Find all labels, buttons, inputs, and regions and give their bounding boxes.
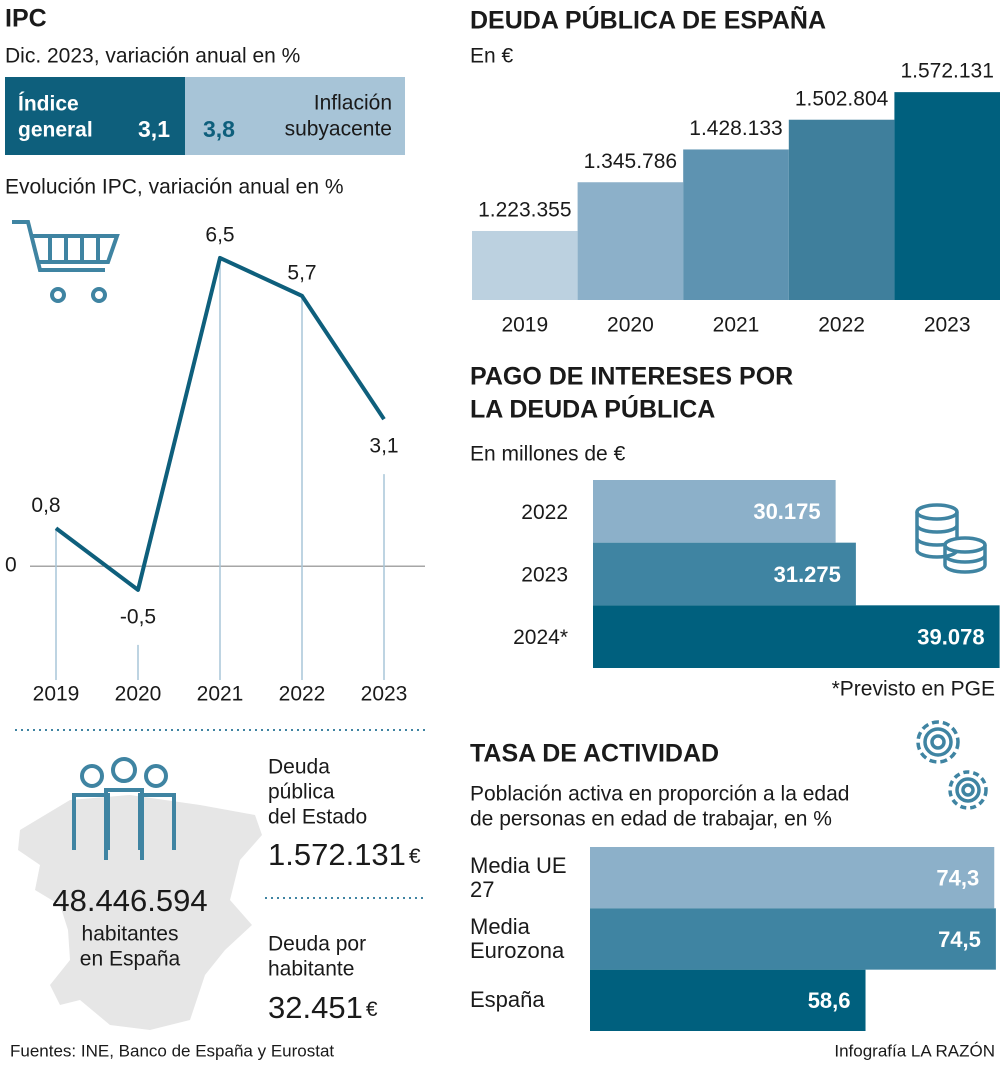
bar	[593, 605, 1000, 668]
people-icon	[72, 757, 176, 860]
bar	[683, 149, 789, 300]
box-label: Inflación	[314, 92, 392, 115]
bar	[788, 119, 895, 300]
x-tick-label: 2019	[501, 314, 548, 337]
population-label: en España	[80, 948, 181, 971]
note: *Previsto en PGE	[832, 678, 995, 701]
chart-title: LA DEUDA PÚBLICA	[470, 394, 715, 424]
bar	[593, 542, 856, 606]
gears-icon	[916, 720, 988, 810]
value-label: 5,7	[287, 261, 316, 284]
x-tick-label: 2020	[607, 314, 654, 337]
chart-subtitle: En €	[470, 45, 514, 68]
debt-number: 1.572.131	[268, 837, 406, 872]
category-label: España	[470, 987, 545, 1013]
per-capita-label: Deuda por	[268, 933, 366, 956]
box-value: 3,8	[203, 116, 235, 142]
x-tick-label: 2023	[924, 314, 971, 337]
value-label: 1.345.786	[584, 150, 677, 173]
x-tick-label: 2022	[279, 683, 326, 706]
credit: Infografía LA RAZÓN	[834, 1041, 995, 1060]
bar	[577, 182, 684, 300]
coins-icon	[915, 503, 987, 574]
chart-title: Evolución IPC, variación anual en %	[5, 176, 344, 199]
box-label: subyacente	[285, 118, 392, 141]
value-label: 0,8	[31, 494, 60, 517]
box-value: 3,1	[138, 116, 170, 142]
value-label: 1.572.131	[900, 60, 993, 83]
bar	[590, 847, 995, 909]
per-capita-number: 32.451	[268, 990, 363, 1025]
spain-map	[18, 795, 262, 1030]
debt-label: Deuda	[268, 756, 330, 779]
value-label: 6,5	[205, 223, 234, 246]
debt-label: del Estado	[268, 806, 367, 829]
source: Fuentes: INE, Banco de España y Eurostat	[10, 1041, 334, 1060]
chart-subtitle: de personas en edad de trabajar, en %	[470, 808, 832, 831]
value-label: 74,5	[938, 927, 981, 952]
population-label: habitantes	[82, 923, 179, 946]
value-label: 74,3	[936, 865, 979, 890]
category-label: 2022	[521, 501, 568, 524]
box-core	[185, 77, 405, 155]
box-label: general	[18, 119, 93, 142]
value-label: -0,5	[120, 605, 156, 628]
per-capita-value: 32.451 €	[268, 990, 378, 1025]
debt-label: pública	[268, 781, 335, 804]
currency: €	[409, 845, 421, 868]
x-tick-label: 2022	[818, 314, 865, 337]
box-label: Índice	[18, 93, 79, 116]
chart-title: PAGO DE INTERESES POR	[470, 363, 793, 391]
x-tick-label: 2019	[33, 683, 80, 706]
value-label: 1.223.355	[478, 199, 571, 222]
debt-value: 1.572.131 €	[268, 837, 421, 872]
category-label: 2024*	[513, 626, 568, 649]
ipc-title: IPC	[5, 5, 47, 33]
bar	[593, 480, 836, 543]
category-label: 2023	[521, 564, 568, 587]
population: 48.446.594	[52, 883, 207, 918]
category-label: Media UE 27	[470, 852, 567, 902]
bar	[472, 230, 578, 300]
ipc-subtitle: Dic. 2023, variación anual en %	[5, 45, 300, 68]
y-tick-label: 0	[5, 554, 17, 577]
bar	[590, 969, 866, 1031]
x-tick-label: 2023	[361, 683, 408, 706]
value-label: 30.175	[753, 499, 820, 524]
value-label: 3,1	[369, 435, 398, 458]
chart-subtitle: Población activa en proporción a la edad	[470, 783, 849, 806]
x-tick-label: 2020	[115, 683, 162, 706]
x-tick-label: 2021	[713, 314, 760, 337]
value-label: 31.275	[774, 562, 841, 587]
x-tick-label: 2021	[197, 683, 244, 706]
value-label: 58,6	[808, 988, 851, 1013]
chart-subtitle: En millones de €	[470, 443, 626, 466]
currency: €	[366, 998, 378, 1021]
bar	[590, 908, 996, 970]
category-label: Media Eurozona	[470, 914, 565, 963]
ipc-line	[54, 255, 386, 592]
value-label: 1.428.133	[689, 117, 782, 140]
box-general	[5, 77, 185, 155]
per-capita-label: habitante	[268, 958, 354, 981]
chart-title: DEUDA PÚBLICA DE ESPAÑA	[470, 5, 826, 35]
bar	[894, 92, 1000, 300]
cart-icon	[12, 220, 120, 303]
value-label: 1.502.804	[795, 87, 889, 110]
chart-title: TASA DE ACTIVIDAD	[470, 740, 719, 768]
value-label: 39.078	[917, 624, 984, 649]
